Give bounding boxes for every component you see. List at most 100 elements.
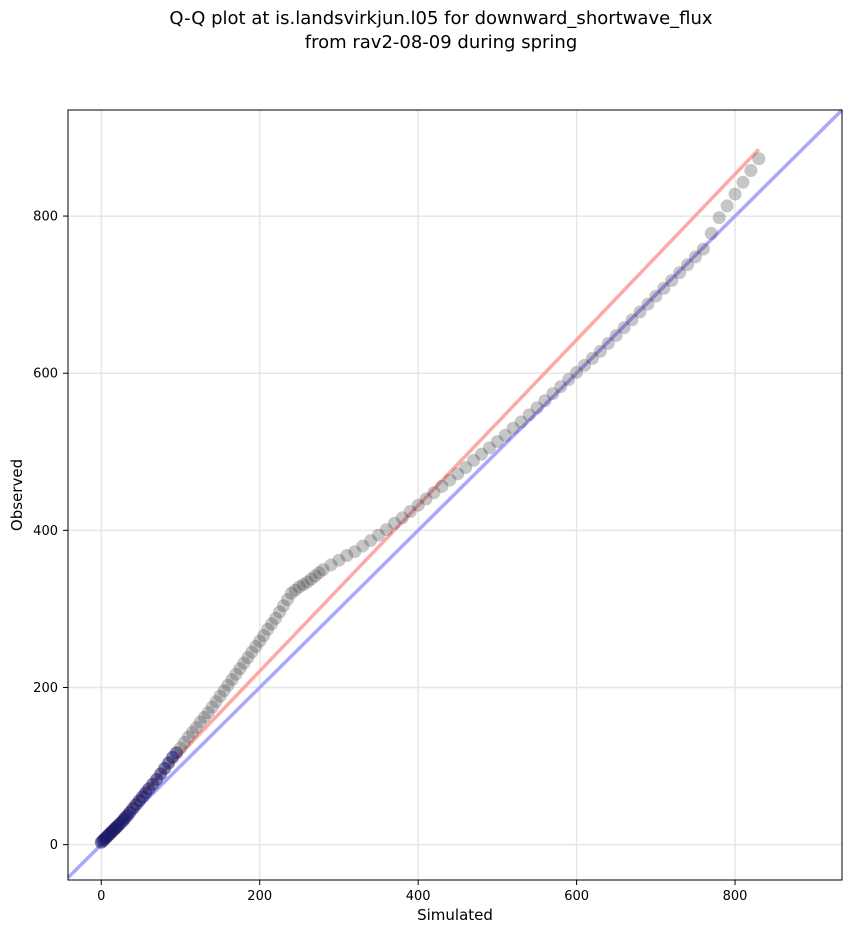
data-point <box>435 479 449 493</box>
data-point <box>193 715 207 729</box>
data-point <box>340 549 354 562</box>
data-point <box>288 583 302 597</box>
data-point <box>617 321 631 335</box>
data-point <box>665 274 679 287</box>
data-point <box>241 651 255 665</box>
data-point <box>688 250 702 264</box>
data-point <box>205 700 219 714</box>
data-point <box>189 721 203 735</box>
data-point <box>209 695 223 709</box>
data-point <box>273 605 287 619</box>
data-point <box>403 505 417 518</box>
data-point <box>170 746 184 760</box>
chart-subtitle: from rav2-08-09 during spring <box>305 32 578 53</box>
data-point <box>609 329 623 342</box>
data-point <box>253 634 267 648</box>
data-point <box>593 344 607 358</box>
y-tick-label: 200 <box>33 681 58 696</box>
data-point <box>451 467 465 481</box>
data-point <box>276 599 290 613</box>
data-point <box>506 421 520 435</box>
x-tick-label: 800 <box>723 889 748 904</box>
data-point <box>570 365 584 379</box>
data-point <box>237 656 251 670</box>
data-points <box>94 152 766 849</box>
data-point <box>736 175 750 189</box>
x-tick-label: 200 <box>247 889 272 904</box>
data-point <box>522 408 536 422</box>
y-tick-label: 600 <box>33 367 58 382</box>
data-point <box>538 394 552 408</box>
data-point <box>411 498 425 512</box>
data-point <box>280 593 294 606</box>
data-point <box>601 336 615 350</box>
data-point <box>173 741 187 755</box>
data-point <box>712 211 726 225</box>
x-axis-label: Simulated <box>417 906 493 924</box>
data-point <box>296 578 310 592</box>
chart-title: Q-Q plot at is.landsvirkjun.l05 for down… <box>169 8 713 29</box>
data-point <box>213 689 227 703</box>
data-point <box>304 572 318 586</box>
data-point <box>704 226 718 240</box>
data-point <box>633 305 647 319</box>
data-point <box>249 640 263 654</box>
data-point <box>356 539 370 553</box>
data-point <box>245 645 259 659</box>
data-point <box>625 313 639 327</box>
data-point <box>324 558 338 572</box>
data-point <box>641 297 655 311</box>
plot-frame <box>67 109 843 881</box>
data-point <box>261 622 275 636</box>
data-point <box>257 629 271 643</box>
reference-lines <box>66 108 844 879</box>
data-point <box>221 678 235 692</box>
grid-lines <box>68 110 842 880</box>
data-point <box>578 358 592 372</box>
data-point <box>372 528 386 542</box>
y-tick-label: 400 <box>33 524 58 539</box>
data-point <box>201 706 215 720</box>
x-tick-label: 400 <box>406 889 431 904</box>
data-point <box>419 492 433 506</box>
data-point <box>467 453 481 467</box>
data-point <box>225 673 239 687</box>
data-point <box>585 351 599 365</box>
data-point <box>728 187 742 201</box>
data-point <box>217 684 231 698</box>
data-point <box>554 380 568 394</box>
data-point <box>229 667 243 681</box>
y-tick-label: 800 <box>33 210 58 225</box>
data-point <box>348 545 362 559</box>
data-point <box>284 586 298 600</box>
data-point <box>427 486 441 500</box>
y-axis-label: Observed <box>8 459 26 531</box>
x-tick-label: 0 <box>97 889 105 904</box>
identity-line <box>66 108 844 879</box>
data-point <box>752 152 766 166</box>
axis-ticks: 0 200 400 600 800 0 200 400 600 800 <box>33 210 747 904</box>
data-point <box>530 401 544 415</box>
data-point <box>177 736 191 749</box>
data-point <box>300 575 314 589</box>
x-tick-label: 600 <box>564 889 589 904</box>
data-point <box>387 516 401 530</box>
data-point <box>269 611 283 625</box>
data-point <box>316 563 330 577</box>
data-point <box>197 710 211 724</box>
data-point <box>265 617 279 631</box>
data-point <box>185 725 199 739</box>
data-point <box>673 266 687 280</box>
data-point <box>475 447 489 461</box>
data-point <box>459 461 473 474</box>
data-point <box>312 566 326 580</box>
y-tick-label: 0 <box>50 838 58 853</box>
data-point <box>233 662 247 676</box>
data-point <box>292 580 306 594</box>
data-point <box>443 473 457 487</box>
data-point <box>332 553 346 567</box>
data-point <box>364 534 378 548</box>
data-point <box>696 242 710 256</box>
fit-line <box>100 148 761 838</box>
